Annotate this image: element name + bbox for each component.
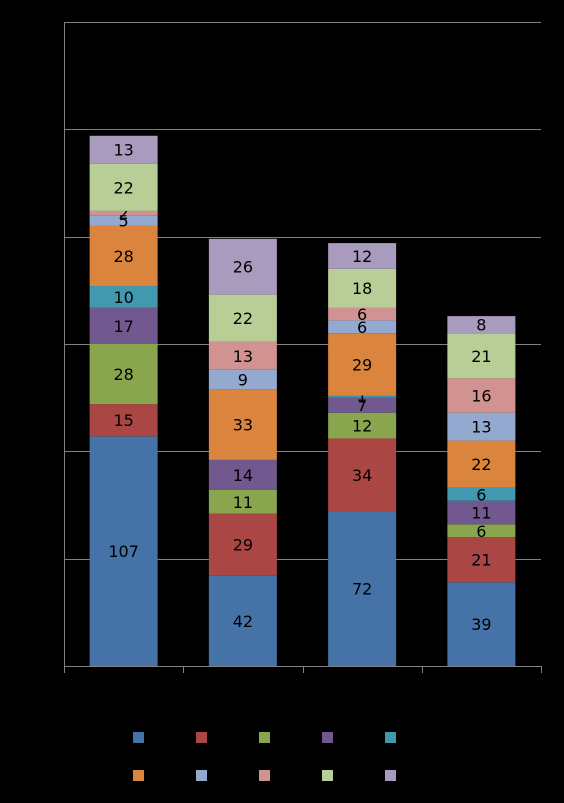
bar-segment-c0-s6 <box>89 215 158 226</box>
bar-segment-c0-s0 <box>89 436 158 666</box>
bar-segment-c3-s8 <box>447 333 516 379</box>
data-label-c1-s3: 14 <box>233 466 253 485</box>
legend-marker-4 <box>385 732 396 743</box>
data-label-c1-s2: 11 <box>233 493 253 512</box>
data-label-c1-s9: 26 <box>233 258 253 277</box>
bar-segment-c1-s3 <box>208 459 277 490</box>
bars: 1071528171028522213422911143391322267234… <box>89 135 516 666</box>
bar-segment-c2-s1 <box>328 438 397 512</box>
legend-marker-0 <box>133 732 144 743</box>
bar-segment-c1-s9 <box>208 238 277 295</box>
bar-segment-c3-s1 <box>447 537 516 583</box>
bar-segment-c2-s8 <box>328 268 397 308</box>
legend-marker-7 <box>259 770 270 781</box>
data-label-c2-s6: 6 <box>357 318 367 337</box>
data-label-c3-s5: 22 <box>471 455 491 474</box>
bar-segment-c2-s4 <box>328 395 397 398</box>
bar-segment-c0-s4 <box>89 286 158 308</box>
data-label-c3-s8: 21 <box>471 347 491 366</box>
bar-segment-c3-s9 <box>447 316 516 334</box>
bar-segment-c3-s2 <box>447 524 516 538</box>
bar-segment-c2-s9 <box>328 243 397 269</box>
data-label-c3-s0: 39 <box>471 615 491 634</box>
bar-segment-c2-s6 <box>328 320 397 334</box>
data-label-c2-s9: 12 <box>352 247 372 266</box>
data-label-c2-s4: 1 <box>357 388 367 407</box>
bar-segment-c2-s0 <box>328 511 397 666</box>
data-label-c3-s3: 11 <box>471 504 491 523</box>
legend-marker-2 <box>259 732 270 743</box>
data-label-c3-s9: 8 <box>476 316 486 335</box>
bar-segment-c3-s0 <box>447 582 516 666</box>
bar-segment-c1-s5 <box>208 389 277 460</box>
legend-marker-1 <box>196 732 207 743</box>
data-label-c1-s6: 9 <box>238 370 248 389</box>
bar-segment-c0-s1 <box>89 404 158 437</box>
data-label-c1-s8: 22 <box>233 309 253 328</box>
data-label-c0-s5: 28 <box>113 247 133 266</box>
bar-segment-c3-s7 <box>447 378 516 413</box>
bar-segment-c3-s3 <box>447 500 516 525</box>
data-label-c0-s2: 28 <box>113 365 133 384</box>
bar-segment-c1-s1 <box>208 513 277 576</box>
bar-segment-c2-s3 <box>328 397 397 413</box>
data-label-c0-s3: 17 <box>113 317 133 336</box>
legend-marker-9 <box>385 770 396 781</box>
data-label-c3-s6: 13 <box>471 418 491 437</box>
data-label-c3-s4: 6 <box>476 485 486 504</box>
bar-segment-c3-s4 <box>447 487 516 501</box>
legend-marker-8 <box>322 770 333 781</box>
bar-segment-c0-s2 <box>89 344 158 405</box>
data-label-c1-s1: 29 <box>233 536 253 555</box>
data-label-c3-s2: 6 <box>476 522 486 541</box>
bar-segment-c2-s5 <box>328 333 397 396</box>
bar-segment-c0-s8 <box>89 163 158 211</box>
data-label-c0-s1: 15 <box>113 411 133 430</box>
bar-segment-c2-s7 <box>328 307 397 321</box>
bar-segment-c1-s2 <box>208 489 277 514</box>
bar-segment-c2-s2 <box>328 412 397 439</box>
legend-marker-6 <box>196 770 207 781</box>
data-label-c0-s0: 107 <box>108 542 139 561</box>
bar-segment-c0-s5 <box>89 225 158 287</box>
data-label-c0-s7: 2 <box>119 204 129 223</box>
bar-segment-c0-s3 <box>89 307 158 344</box>
data-label-c1-s7: 13 <box>233 347 253 366</box>
data-label-c0-s9: 13 <box>113 141 133 160</box>
data-label-c0-s8: 22 <box>113 178 133 197</box>
bar-segment-c1-s0 <box>208 575 277 666</box>
legend-marker-5 <box>133 770 144 781</box>
bar-segment-c3-s5 <box>447 440 516 488</box>
bar-segment-c1-s7 <box>208 341 277 370</box>
data-label-c3-s1: 21 <box>471 551 491 570</box>
data-label-c2-s8: 18 <box>352 279 372 298</box>
data-label-c2-s0: 72 <box>352 580 372 599</box>
data-label-c0-s4: 10 <box>113 288 133 307</box>
bar-segment-c1-s6 <box>208 369 277 390</box>
bar-segment-c0-s7 <box>89 210 158 216</box>
data-label-c2-s3: 7 <box>357 396 367 415</box>
legend <box>133 732 396 781</box>
bar-segment-c1-s8 <box>208 294 277 342</box>
data-label-c2-s7: 6 <box>357 305 367 324</box>
data-label-c2-s1: 34 <box>352 466 372 485</box>
data-label-c1-s0: 42 <box>233 612 253 631</box>
data-label-c3-s7: 16 <box>471 387 491 406</box>
bar-segment-c0-s9 <box>89 135 158 164</box>
data-label-c1-s5: 33 <box>233 416 253 435</box>
data-label-c2-s5: 29 <box>352 355 372 374</box>
data-label-c2-s2: 12 <box>352 417 372 436</box>
axes <box>64 22 542 673</box>
legend-marker-3 <box>322 732 333 743</box>
data-label-c0-s6: 5 <box>119 212 129 231</box>
bar-segment-c3-s6 <box>447 412 516 441</box>
